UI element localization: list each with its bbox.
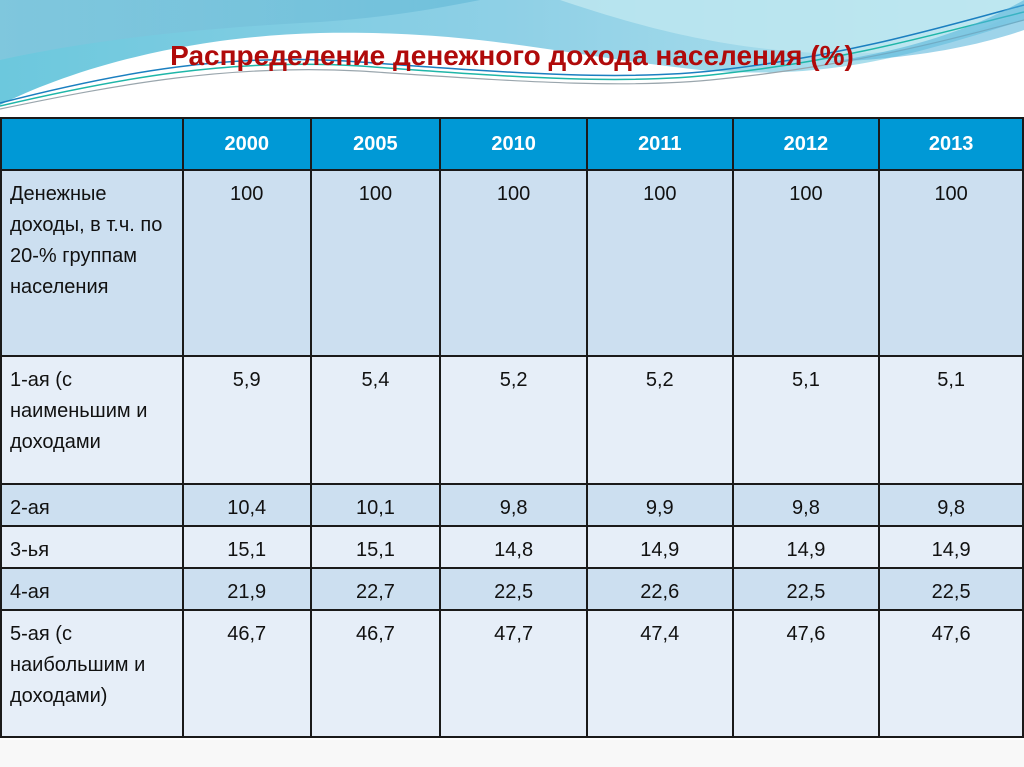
row-label: Денежные доходы, в т.ч. по 20-% группам … (0, 169, 184, 357)
table-row: 1-ая (с наименьшим и доходами 5,9 5,4 5,… (0, 355, 1024, 485)
table-cell: 15,1 (181, 525, 312, 569)
table-cell: 14,9 (731, 525, 881, 569)
table-row: 3-ья 15,1 15,1 14,8 14,9 14,9 14,9 (0, 525, 1024, 569)
row-label: 2-ая (0, 483, 184, 527)
table-cell: 47,6 (731, 609, 881, 738)
table-cell: 14,9 (878, 525, 1024, 569)
decorative-wave-background (0, 0, 1024, 130)
table-cell: 10,4 (181, 483, 312, 527)
table-cell: 21,9 (181, 567, 312, 611)
table-cell: 15,1 (309, 525, 442, 569)
table-cell: 100 (878, 169, 1024, 357)
row-label: 3-ья (0, 525, 184, 569)
table-cell: 46,7 (181, 609, 312, 738)
header-cell-empty (0, 117, 184, 171)
table-cell: 5,1 (731, 355, 881, 485)
table-cell: 9,8 (731, 483, 881, 527)
table-cell: 5,2 (585, 355, 734, 485)
table-cell: 47,6 (878, 609, 1024, 738)
header-cell-year: 2012 (731, 117, 881, 171)
slide-title: Распределение денежного дохода населения… (170, 40, 854, 71)
table-cell: 9,8 (878, 483, 1024, 527)
table-cell: 5,9 (181, 355, 312, 485)
table-row: 2-ая 10,4 10,1 9,8 9,9 9,8 9,8 (0, 483, 1024, 527)
row-label: 1-ая (с наименьшим и доходами (0, 355, 184, 485)
table-cell: 22,5 (439, 567, 588, 611)
table-row: 5-ая (с наибольшим и доходами) 46,7 46,7… (0, 609, 1024, 738)
header-cell-year: 2005 (309, 117, 442, 171)
table-row: Денежные доходы, в т.ч. по 20-% группам … (0, 169, 1024, 357)
table-cell: 10,1 (309, 483, 442, 527)
table-row: 4-ая 21,9 22,7 22,5 22,6 22,5 22,5 (0, 567, 1024, 611)
header-cell-year: 2013 (878, 117, 1024, 171)
table-cell: 22,5 (878, 567, 1024, 611)
table-cell: 47,7 (439, 609, 588, 738)
table-cell: 22,6 (585, 567, 734, 611)
table-cell: 9,9 (585, 483, 734, 527)
table-cell: 5,2 (439, 355, 588, 485)
table-cell: 22,7 (309, 567, 442, 611)
table-cell: 22,5 (731, 567, 881, 611)
table-cell: 100 (585, 169, 734, 357)
table-cell: 9,8 (439, 483, 588, 527)
table-header-row: 2000 2005 2010 2011 2012 2013 (0, 117, 1024, 171)
income-distribution-table: 2000 2005 2010 2011 2012 2013 Денежные д… (0, 117, 1024, 738)
table-cell: 46,7 (309, 609, 442, 738)
table-cell: 14,9 (585, 525, 734, 569)
table-cell: 5,1 (878, 355, 1024, 485)
row-label: 5-ая (с наибольшим и доходами) (0, 609, 184, 738)
table-cell: 100 (439, 169, 588, 357)
table-cell: 100 (309, 169, 442, 357)
row-label: 4-ая (0, 567, 184, 611)
header-cell-year: 2000 (181, 117, 312, 171)
table-cell: 5,4 (309, 355, 442, 485)
table-cell: 100 (181, 169, 312, 357)
table-cell: 14,8 (439, 525, 588, 569)
header-cell-year: 2011 (585, 117, 734, 171)
table-cell: 47,4 (585, 609, 734, 738)
slide-footer-area (0, 740, 1024, 767)
table-cell: 100 (731, 169, 881, 357)
header-cell-year: 2010 (439, 117, 588, 171)
